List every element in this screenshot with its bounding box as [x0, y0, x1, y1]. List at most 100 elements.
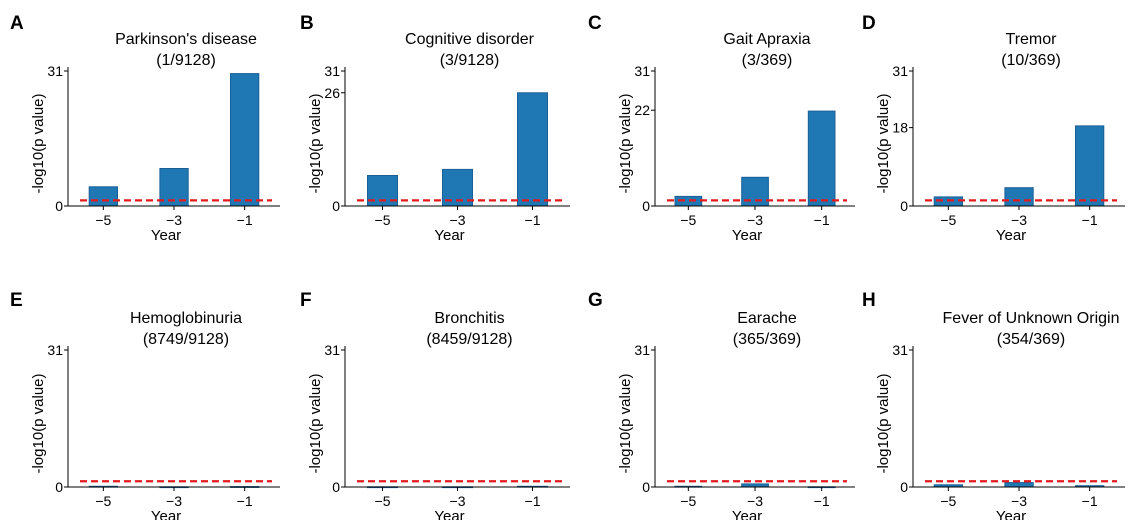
x-tick-label: −5: [375, 212, 391, 228]
x-tick-label: −3: [1011, 212, 1027, 228]
bar: [1075, 125, 1105, 207]
y-tick-label: 18: [892, 120, 908, 136]
panel-subtitle: (365/369): [733, 331, 802, 348]
x-tick-label: −5: [95, 493, 111, 509]
y-axis-label: -log10(p value): [307, 373, 324, 473]
panel-subtitle: (3/9128): [440, 52, 500, 69]
panel-letter: A: [10, 13, 24, 34]
x-axis-label: Year: [996, 508, 1026, 520]
y-tick-label: 0: [332, 198, 340, 214]
x-tick-label: −1: [1082, 212, 1098, 228]
panel-subtitle: (10/369): [1001, 52, 1061, 69]
y-axis-label: -log10(p value): [617, 93, 634, 193]
panel-letter: H: [862, 290, 876, 311]
panel-g: 0 31 −5 −3 −1 Year -log10(p value) Earache (365/…: [588, 290, 855, 520]
panel-f: 0 31 −5 −3 −1 Year -log10(p value) Bronchitis (8…: [300, 290, 570, 520]
panel-subtitle: (8459/9128): [426, 331, 512, 348]
y-tick-label: 31: [634, 342, 650, 358]
x-tick-label: −1: [525, 493, 541, 509]
bar: [88, 186, 118, 207]
panel-subtitle: (354/369): [997, 331, 1066, 348]
y-tick-label: 0: [900, 479, 908, 495]
panel-letter: E: [10, 290, 23, 311]
y-tick-label: 0: [55, 198, 63, 214]
y-tick-label: 31: [634, 63, 650, 79]
panel-subtitle: (8749/9128): [143, 331, 229, 348]
x-axis-label: Year: [434, 508, 464, 520]
x-axis-label: Year: [996, 227, 1026, 244]
x-tick-label: −3: [747, 212, 763, 228]
y-tick-label: 31: [324, 342, 340, 358]
y-tick-label: 0: [642, 198, 650, 214]
bar: [807, 110, 836, 207]
panel-letter: B: [300, 13, 314, 34]
y-axis-label: -log10(p value): [307, 93, 324, 193]
bar: [933, 196, 964, 207]
panel-letter: D: [862, 13, 876, 34]
y-tick-label: 31: [47, 342, 63, 358]
x-tick-label: −3: [450, 212, 466, 228]
y-axis-label: -log10(p value): [30, 93, 47, 193]
x-axis-label: Year: [151, 508, 181, 520]
bar: [517, 92, 548, 207]
panel-h: 0 31 −5 −3 −1 Year -log10(p value) Fever of Unk…: [862, 290, 1125, 520]
panel-title: Cognitive disorder: [405, 31, 535, 48]
x-tick-label: −3: [747, 493, 763, 509]
x-tick-label: −3: [166, 212, 182, 228]
panel-letter: G: [588, 290, 603, 311]
x-axis-label: Year: [732, 227, 762, 244]
x-tick-label: −5: [940, 212, 956, 228]
bar: [230, 73, 260, 207]
x-axis-label: Year: [434, 227, 464, 244]
y-tick-label: 31: [892, 342, 908, 358]
panel-title: Gait Apraxia: [723, 31, 810, 48]
panel-b: 0 26 31 −5 −3 −1 Year -log10(p value) Cognitive …: [300, 13, 570, 244]
y-tick-label: 0: [642, 479, 650, 495]
x-tick-label: −1: [1082, 493, 1098, 509]
panel-title: Parkinson's disease: [115, 31, 257, 48]
panel-d: 0 18 31 −5 −3 −1 Year -log10(p value) Tremor (10/…: [862, 13, 1125, 244]
x-tick-label: −1: [237, 493, 253, 509]
x-tick-label: −5: [680, 493, 696, 509]
y-tick-label: 0: [900, 198, 908, 214]
x-axis-label: Year: [732, 508, 762, 520]
y-axis-label: -log10(p value): [30, 373, 47, 473]
x-tick-label: −1: [814, 212, 830, 228]
panel-title: Hemoglobinuria: [130, 310, 242, 327]
panel-letter: F: [300, 290, 312, 311]
y-tick-label: 31: [892, 63, 908, 79]
y-tick-label: 0: [55, 479, 63, 495]
panel-letter: C: [588, 13, 602, 34]
y-tick-label: 31: [47, 63, 63, 79]
panel-title: Earache: [737, 310, 797, 327]
y-tick-label: 0: [332, 479, 340, 495]
x-tick-label: −1: [814, 493, 830, 509]
panel-title: Tremor: [1006, 31, 1058, 48]
panel-a: 0 31 −5 −3 −1 Year -log10(p value) Parkinson's …: [10, 13, 280, 244]
y-axis-label: -log10(p value): [875, 93, 892, 193]
y-axis-label: -log10(p value): [617, 373, 634, 473]
y-axis-label: -log10(p value): [875, 373, 892, 473]
panel-c: 0 22 31 −5 −3 −1 Year -log10(p value) Gait Aprax…: [588, 13, 855, 244]
x-tick-label: −5: [680, 212, 696, 228]
panel-subtitle: (3/369): [742, 52, 793, 69]
bar: [741, 176, 769, 207]
x-tick-label: −5: [375, 493, 391, 509]
y-tick-label: 26: [324, 85, 340, 101]
panel-subtitle: (1/9128): [156, 52, 216, 69]
x-tick-label: −1: [525, 212, 541, 228]
bar: [1004, 482, 1034, 488]
x-tick-label: −3: [1011, 493, 1027, 509]
x-tick-label: −3: [166, 493, 182, 509]
x-tick-label: −3: [450, 493, 466, 509]
x-tick-label: −5: [95, 212, 111, 228]
x-tick-label: −5: [940, 493, 956, 509]
bar: [1004, 187, 1034, 207]
x-axis-label: Year: [151, 227, 181, 244]
y-tick-label: 22: [634, 102, 650, 118]
x-tick-label: −1: [237, 212, 253, 228]
panel-e: 0 31 −5 −3 −1 Year -log10(p value) Hemoglobinur…: [10, 290, 280, 520]
panel-title: Fever of Unknown Origin: [943, 310, 1120, 327]
panel-title: Bronchitis: [434, 310, 504, 327]
